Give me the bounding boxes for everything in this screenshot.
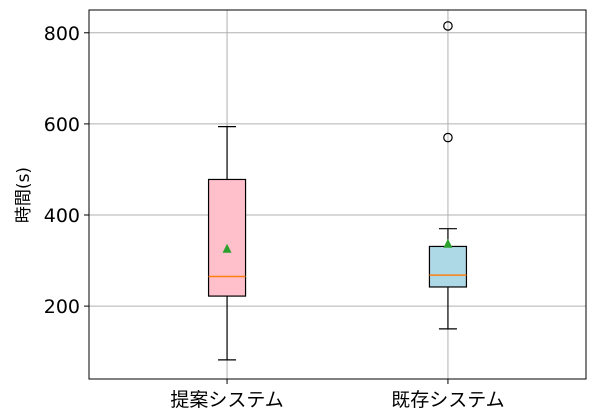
- box-group: [207, 126, 247, 361]
- y-tick-label: 400: [44, 205, 80, 227]
- outlier-point: [443, 132, 453, 143]
- axis-layer: 200 400 600 800 提案システム 既存システム: [44, 23, 505, 411]
- y-axis-label: 時間(s): [14, 167, 34, 223]
- mean-marker: [222, 243, 232, 253]
- x-category-label: 既存システム: [391, 389, 504, 411]
- plot-frame: [88, 9, 587, 380]
- y-tick-label: 200: [44, 296, 80, 318]
- box-layer: [207, 21, 468, 361]
- outlier-point: [443, 21, 453, 31]
- y-tick-label: 600: [44, 114, 80, 136]
- iqr-box: [428, 245, 468, 288]
- iqr-box: [207, 178, 247, 297]
- box-group: [428, 21, 468, 330]
- grid-layer: [89, 10, 586, 379]
- y-tick-label: 800: [44, 23, 80, 45]
- x-category-label: 提案システム: [170, 389, 283, 411]
- mean-marker: [443, 238, 453, 248]
